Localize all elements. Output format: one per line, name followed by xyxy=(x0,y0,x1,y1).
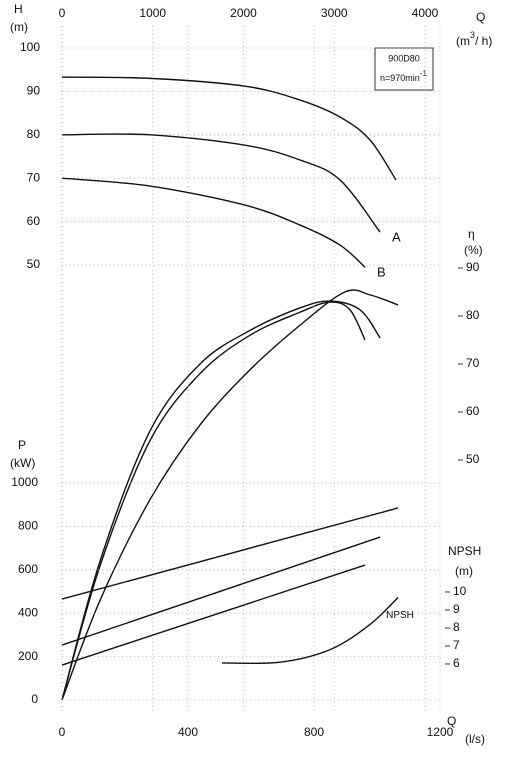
unit-part: / h) xyxy=(475,34,492,48)
x-tick-label: 0 xyxy=(59,725,66,739)
y-tick-label: 7 xyxy=(453,638,460,652)
curve xyxy=(61,177,366,268)
curve xyxy=(61,133,381,233)
y-tick-label: 80 xyxy=(466,308,480,322)
series-label: A xyxy=(392,229,401,244)
y-tick-label: 9 xyxy=(453,602,460,616)
y-tick-label: 50 xyxy=(27,257,41,271)
y-tick-label: 6 xyxy=(453,656,460,670)
npsh-axis-unit: (m) xyxy=(455,564,473,578)
h-axis-unit: (m) xyxy=(10,20,28,34)
p-axis-unit: (kW) xyxy=(10,456,35,470)
q-top-unit: (m3/ h) xyxy=(456,30,492,48)
x-tick-label: 800 xyxy=(304,725,324,739)
speed-label: n=970min-1 xyxy=(380,69,427,83)
series-label: B xyxy=(377,265,386,280)
y-tick-label: 70 xyxy=(466,356,480,370)
x-tick-label: 0 xyxy=(59,6,66,20)
y-tick-label: 0 xyxy=(31,692,38,706)
y-tick-label: 50 xyxy=(466,452,480,466)
y-tick-label: 1000 xyxy=(11,475,38,489)
annotation-box xyxy=(374,47,434,91)
unit-part: (m xyxy=(456,34,470,48)
x-tick-label: 4000 xyxy=(412,6,439,20)
unit-exp: 3 xyxy=(470,30,475,40)
curve xyxy=(61,507,399,600)
speed-exp: -1 xyxy=(420,69,428,78)
y-tick-label: 60 xyxy=(27,214,41,228)
curve xyxy=(61,301,366,701)
y-tick-label: 70 xyxy=(27,170,41,184)
q-bottom-unit: (l/s) xyxy=(465,732,485,746)
x-tick-label: 400 xyxy=(178,725,198,739)
model-label: 900D80 xyxy=(388,53,420,63)
curve xyxy=(61,564,366,666)
eta-axis-label: η xyxy=(468,227,475,241)
curve xyxy=(61,536,381,646)
x-tick-label: 1200 xyxy=(427,725,454,739)
x-tick-label: 3000 xyxy=(321,6,348,20)
y-tick-label: 100 xyxy=(20,40,40,54)
y-tick-label: 60 xyxy=(466,404,480,418)
y-tick-label: 8 xyxy=(453,620,460,634)
y-tick-label: 10 xyxy=(453,584,467,598)
y-tick-label: 90 xyxy=(27,84,41,98)
x-tick-label: 1000 xyxy=(139,6,166,20)
y-tick-label: 80 xyxy=(27,127,41,141)
q-bottom-label: Q xyxy=(447,714,456,728)
y-tick-label: 90 xyxy=(466,260,480,274)
series-label: NPSH xyxy=(386,610,414,621)
y-tick-label: 200 xyxy=(18,649,38,663)
curve xyxy=(222,596,399,665)
y-tick-label: 600 xyxy=(18,562,38,576)
curve xyxy=(61,76,397,181)
h-axis-label: H xyxy=(14,2,23,16)
y-tick-label: 400 xyxy=(18,605,38,619)
p-axis-label: P xyxy=(18,438,26,452)
eta-axis-unit: (%) xyxy=(464,243,483,257)
curve xyxy=(61,300,381,701)
y-tick-label: 800 xyxy=(18,519,38,533)
curve xyxy=(61,289,399,701)
q-top-label: Q xyxy=(476,10,485,24)
speed-text: n=970min xyxy=(380,73,420,83)
npsh-axis-label: NPSH xyxy=(448,544,481,558)
x-tick-label: 2000 xyxy=(230,6,257,20)
